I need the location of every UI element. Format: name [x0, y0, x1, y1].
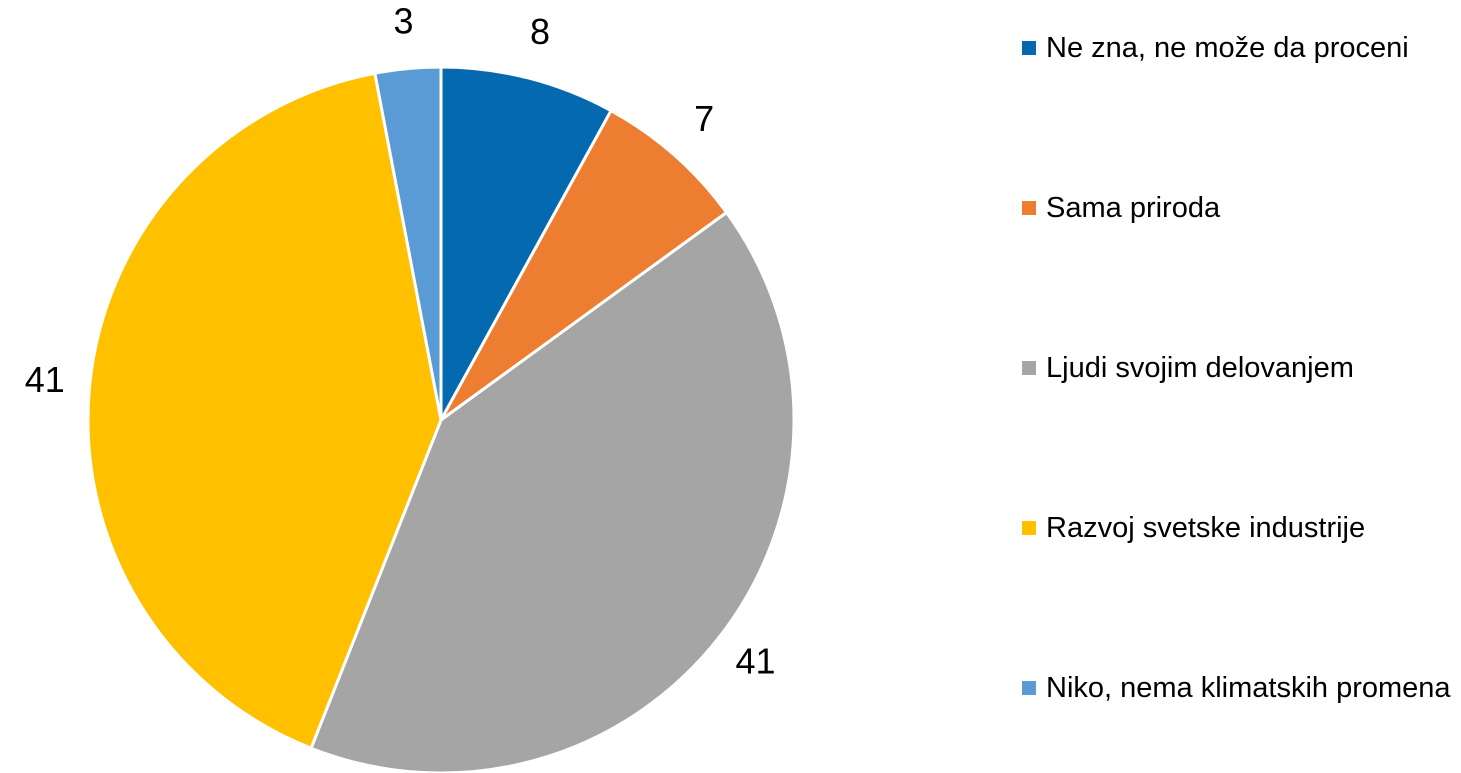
data-label: 3	[394, 0, 414, 41]
legend-swatch	[1022, 521, 1036, 535]
legend-swatch	[1022, 201, 1036, 215]
data-label: 41	[25, 359, 65, 400]
legend-label: Ljudi svojim delovanjem	[1046, 352, 1354, 384]
legend-swatch	[1022, 41, 1036, 55]
pie: 8 7 41 41 3	[25, 0, 796, 773]
legend-label: Niko, nema klimatskih promena	[1046, 672, 1451, 704]
pie-slice	[373, 65, 443, 421]
legend-item: Ne zna, ne može da proceni	[1022, 30, 1458, 66]
pie-slice	[86, 71, 443, 751]
legend-label: Razvoj svetske industrije	[1046, 512, 1366, 544]
pie-slice	[439, 108, 729, 422]
data-label: 7	[694, 98, 714, 139]
legend-label: Ne zna, ne može da proceni	[1046, 32, 1409, 64]
data-label: 41	[735, 640, 775, 681]
legend-item: Razvoj svetske industrije	[1022, 510, 1458, 546]
legend-item: Ljudi svojim delovanjem	[1022, 350, 1458, 386]
legend-item: Niko, nema klimatskih promena	[1022, 670, 1458, 706]
data-label: 8	[530, 11, 550, 52]
legend-swatch	[1022, 681, 1036, 695]
legend-item: Sama priroda	[1022, 190, 1458, 226]
legend-swatch	[1022, 361, 1036, 375]
pie-slice	[439, 65, 614, 421]
legend-label: Sama priroda	[1046, 192, 1221, 224]
